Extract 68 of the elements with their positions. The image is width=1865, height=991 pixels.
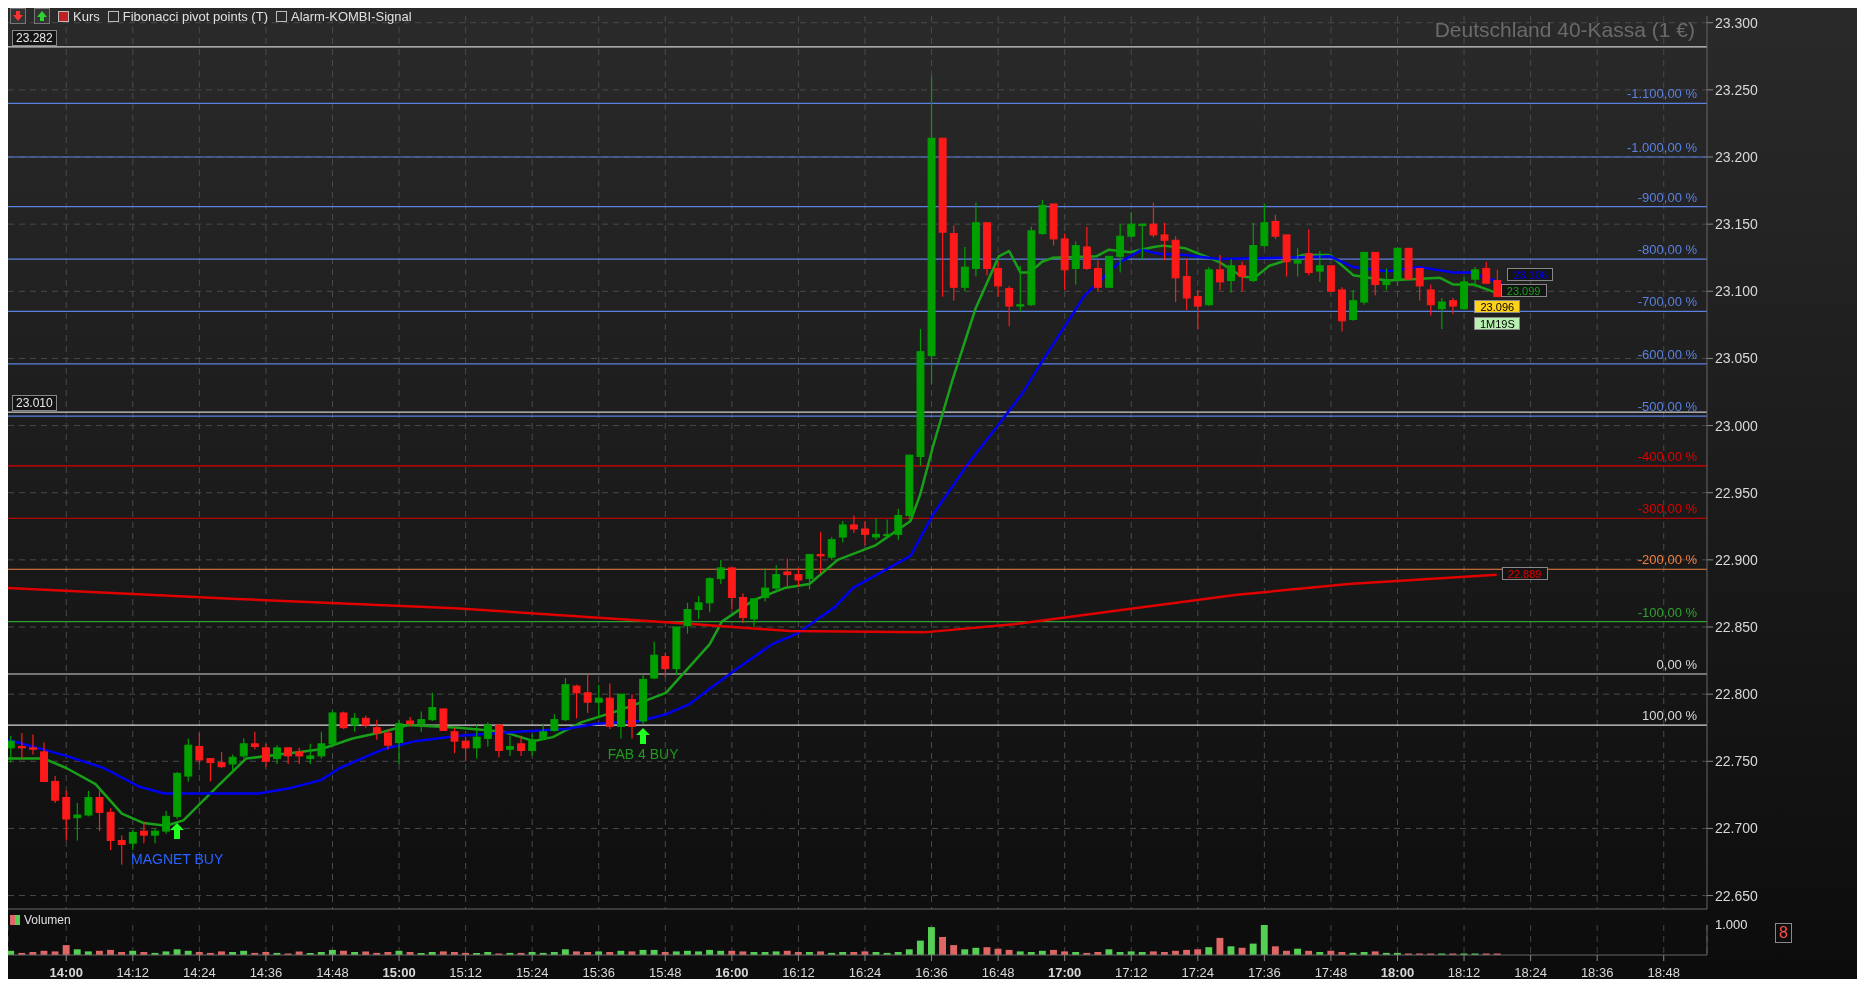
annotation: -900,00 % [1637,189,1698,205]
annotation: FAB 4 BUY [606,745,680,762]
x-tick-label: 15:00 [382,965,416,980]
x-tick-label: 16:48 [981,965,1015,980]
text: 8 [1775,923,1792,943]
annotation: MAGNET BUY [130,851,225,868]
x-tick-label: 14:36 [249,965,283,980]
ref-line-label: 23.282 [12,29,57,46]
x-tick-label: 15:12 [449,965,482,980]
x-tick-label: 15:24 [515,965,549,980]
y-tick-label: 23.250 [1715,81,1759,98]
y-tick-label: 23.100 [1715,283,1759,300]
y-tick-label: 22.700 [1715,820,1759,837]
annotation: -300,00 % [1637,501,1698,517]
annotation: Kurs [73,8,100,24]
y-tick-label: 23.200 [1715,148,1759,165]
y-tick-label: 23.150 [1715,216,1759,233]
y-tick-label: 22.850 [1715,618,1759,635]
annotation: 0,00 % [1656,657,1698,672]
y-tick-label: 22.800 [1715,686,1759,703]
y-tick-label: 23.000 [1715,417,1759,434]
x-tick-label: 14:12 [116,965,150,980]
annotation: Fibonacci pivot points (T) [122,8,268,24]
annotation: 1M19S [1474,316,1521,330]
x-tick-label: 17:24 [1181,965,1215,980]
x-tick-label: 14:48 [316,965,349,980]
y-tick-label: 22.750 [1715,753,1759,770]
x-tick-label: 18:24 [1514,965,1547,980]
y-tick-label: 23.050 [1715,350,1759,367]
annotation: -700,00 % [1637,294,1698,310]
x-tick-label: 18:48 [1647,965,1681,980]
annotation: -200,00 % [1637,552,1698,568]
y-tick-label: 22.650 [1715,887,1759,904]
x-tick-label: 16:36 [915,965,948,980]
x-tick-label: 16:00 [715,965,749,980]
annotation: -600,00 % [1637,346,1698,362]
x-tick-label: 16:12 [782,965,815,980]
x-tick-label: 17:48 [1314,965,1348,980]
x-tick-label: 17:12 [1114,965,1148,980]
y-tick-label: 22.900 [1715,551,1759,568]
data-label: 23.106 [1507,267,1554,281]
annotation: -100,00 % [1637,604,1698,620]
x-tick-label: 15:36 [582,965,616,980]
data-label: 22.889 [1501,567,1548,581]
y-tick-label: 23.300 [1715,14,1759,31]
chart-title: Volumen [24,913,71,927]
annotation: -500,00 % [1637,399,1698,415]
text: 1.000 [1715,917,1748,932]
annotation: -800,00 % [1637,242,1698,258]
x-tick-label: 17:36 [1248,965,1281,980]
annotation: -400,00 % [1637,448,1698,464]
chart-subtitle: Deutschland 40-Kassa (1 €) [1434,18,1695,42]
data-label: 23.099 [1500,283,1547,297]
x-tick-label: 14:24 [183,965,216,980]
ref-line-label: 23.010 [12,395,57,412]
x-tick-label: 17:00 [1048,965,1082,980]
x-tick-label: 16:24 [848,965,882,980]
annotation: -1.000,00 % [1626,140,1698,155]
y-tick-label: 22.950 [1715,484,1759,501]
x-tick-label: 18:36 [1580,965,1614,980]
x-tick-label: 14:00 [49,965,83,980]
annotation: -1.100,00 % [1626,86,1698,102]
annotation: Alarm-KOMBI-Signal [290,8,412,24]
x-tick-label: 18:12 [1447,965,1481,980]
x-tick-label: 18:00 [1380,965,1415,980]
x-tick-label: 15:48 [649,965,682,980]
text: 23.096 [1480,300,1515,313]
annotation: 100,00 % [1642,708,1698,724]
